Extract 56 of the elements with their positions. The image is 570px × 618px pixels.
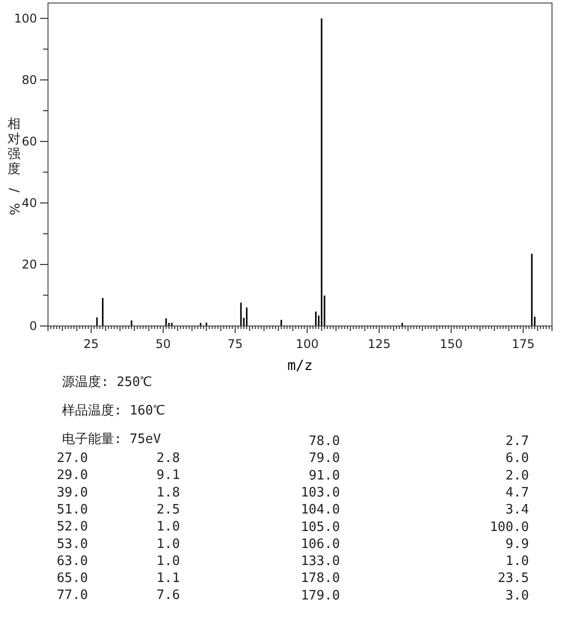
text: 51.0 (56, 502, 88, 518)
text: 样品温度: 160℃ (62, 402, 166, 418)
y-axis-title: 相对强度/% (6, 117, 21, 216)
text: 106.0 (300, 536, 340, 552)
text: 2.7 (506, 434, 529, 449)
text: 53.0 (56, 536, 88, 552)
text: 100.0 (490, 520, 529, 535)
text: 29.0 (56, 468, 88, 484)
text: 2.8 (156, 451, 180, 466)
text: 77.0 (56, 588, 88, 604)
text: 4.7 (506, 485, 529, 500)
text: 9.1 (156, 468, 180, 484)
y-tick-label: 0 (29, 319, 37, 333)
text: 6.0 (506, 451, 529, 466)
text: 1.0 (506, 554, 529, 570)
y-tick-label: 100 (14, 11, 37, 26)
text: 2.5 (156, 502, 180, 518)
x-tick-label: 50 (156, 337, 171, 351)
x-tick-label: 100 (296, 337, 319, 351)
text: 1.1 (156, 571, 180, 586)
text: 27.0 (56, 451, 88, 466)
text: 2.0 (506, 468, 529, 484)
text: 91.0 (308, 468, 340, 484)
text: 178.0 (300, 571, 340, 586)
y-tick-label: 80 (22, 72, 37, 87)
y-tick-label: 60 (22, 134, 37, 148)
y-tick-label: 20 (22, 257, 37, 272)
text: 79.0 (308, 451, 340, 466)
text: 23.5 (498, 571, 529, 586)
text: 3.4 (506, 502, 530, 518)
x-tick-label: 125 (368, 337, 391, 351)
x-tick-label: 150 (440, 337, 463, 351)
x-tick-label: 175 (512, 337, 535, 351)
text: 179.0 (300, 588, 340, 604)
text: 1.0 (156, 554, 180, 569)
text: 1.0 (156, 536, 180, 552)
text: 39.0 (56, 485, 88, 500)
y-tick-label: 40 (22, 196, 37, 210)
text: 1.8 (156, 485, 180, 500)
text: 63.0 (56, 554, 88, 569)
text: 105.0 (300, 520, 340, 535)
x-tick-label: 25 (84, 337, 99, 351)
x-axis-title: m/z (287, 358, 313, 374)
text: 65.0 (56, 571, 88, 586)
text: 103.0 (300, 485, 340, 500)
text: 104.0 (300, 502, 340, 518)
text: 133.0 (300, 554, 340, 570)
text: 78.0 (308, 434, 340, 449)
text: 源温度: 250℃ (62, 374, 152, 390)
text: 电子能量: 75eV (62, 432, 162, 447)
text: 1.0 (156, 520, 180, 535)
text: 3.0 (506, 588, 529, 604)
x-tick-label: 75 (228, 337, 243, 351)
text: 7.6 (156, 588, 180, 604)
text: 9.9 (506, 536, 529, 552)
text: 52.0 (56, 520, 88, 535)
